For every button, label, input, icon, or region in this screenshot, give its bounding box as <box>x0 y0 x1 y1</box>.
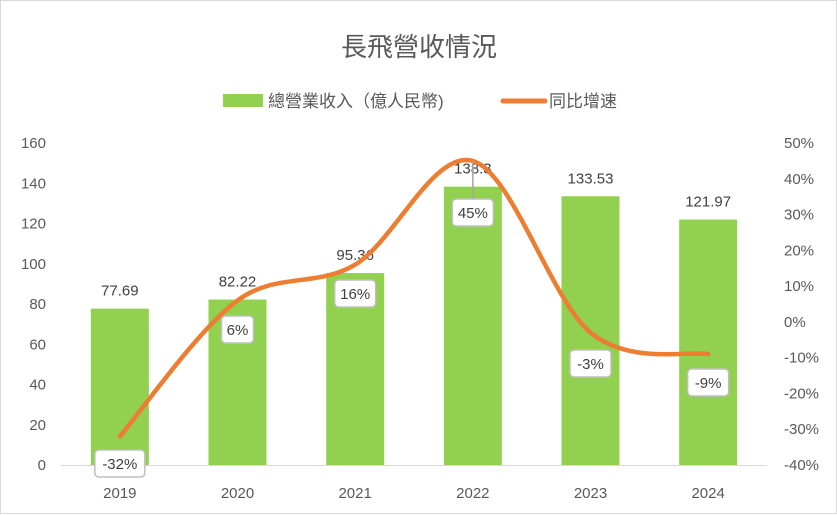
x-axis-tick: 2020 <box>221 485 254 502</box>
left-axis-tick: 20 <box>29 417 46 434</box>
bar-data-label: 121.97 <box>685 194 731 211</box>
callout-box <box>569 349 612 378</box>
legend-label-growth: 同比增速 <box>549 92 617 111</box>
right-axis-tick: -40% <box>784 457 819 474</box>
callout-box <box>220 315 255 344</box>
left-axis-tick: 100 <box>21 256 46 273</box>
growth-data-label: 45% <box>451 160 495 227</box>
growth-line <box>117 157 711 439</box>
callout-box <box>333 279 377 308</box>
left-axis-tick: 40 <box>29 377 46 394</box>
right-axis-tick: -20% <box>784 385 819 402</box>
bar-data-label: 77.69 <box>101 283 139 300</box>
callout-text: 45% <box>458 205 488 222</box>
callout-text: -32% <box>102 456 137 473</box>
right-axis-tick: 30% <box>784 207 814 224</box>
x-axis-tick: 2019 <box>103 485 136 502</box>
right-axis-tick: -10% <box>784 350 819 367</box>
legend-swatch-revenue <box>223 94 263 107</box>
growth-data-label: 16% <box>333 279 377 308</box>
right-axis-tick: 50% <box>784 135 814 152</box>
callout-box <box>451 198 495 227</box>
bar-2024 <box>679 219 738 465</box>
growth-data-label: -3% <box>569 349 612 378</box>
growth-data-label: -9% <box>686 368 730 397</box>
callout-text: -3% <box>577 356 604 373</box>
right-axis-tick: -30% <box>784 421 819 438</box>
x-axis-tick: 2024 <box>691 485 724 502</box>
left-axis-tick: 80 <box>29 296 46 313</box>
callout-text: 6% <box>227 322 249 339</box>
x-axis-tick: 2021 <box>338 485 371 502</box>
left-axis-tick: 140 <box>21 175 46 192</box>
right-axis-tick: 40% <box>784 171 814 188</box>
bar-data-label: 133.53 <box>568 170 614 187</box>
chart-title: 長飛營收情況 <box>341 32 497 62</box>
left-axis-tick: 60 <box>29 336 46 353</box>
callout-text: -9% <box>695 375 722 392</box>
growth-data-label: 6% <box>220 315 255 344</box>
x-axis-tick: 2022 <box>456 485 489 502</box>
bar-data-label: 82.22 <box>219 274 257 291</box>
legend-label-revenue: 總營業收入（億人民幣) <box>268 92 444 111</box>
left-axis-tick: 0 <box>38 457 46 474</box>
bar-2019 <box>90 308 149 465</box>
growth-data-label: -32% <box>94 449 146 478</box>
bar-2022 <box>443 186 502 465</box>
left-axis-tick: 160 <box>21 135 46 152</box>
callout-text: 16% <box>340 286 370 303</box>
callout-box <box>94 449 146 478</box>
x-axis-tick: 2023 <box>574 485 607 502</box>
right-axis-tick: 10% <box>784 278 814 295</box>
callout-box <box>686 368 730 397</box>
right-axis-tick: 0% <box>784 314 806 331</box>
left-axis-tick: 120 <box>21 216 46 233</box>
right-axis-tick: 20% <box>784 242 814 259</box>
